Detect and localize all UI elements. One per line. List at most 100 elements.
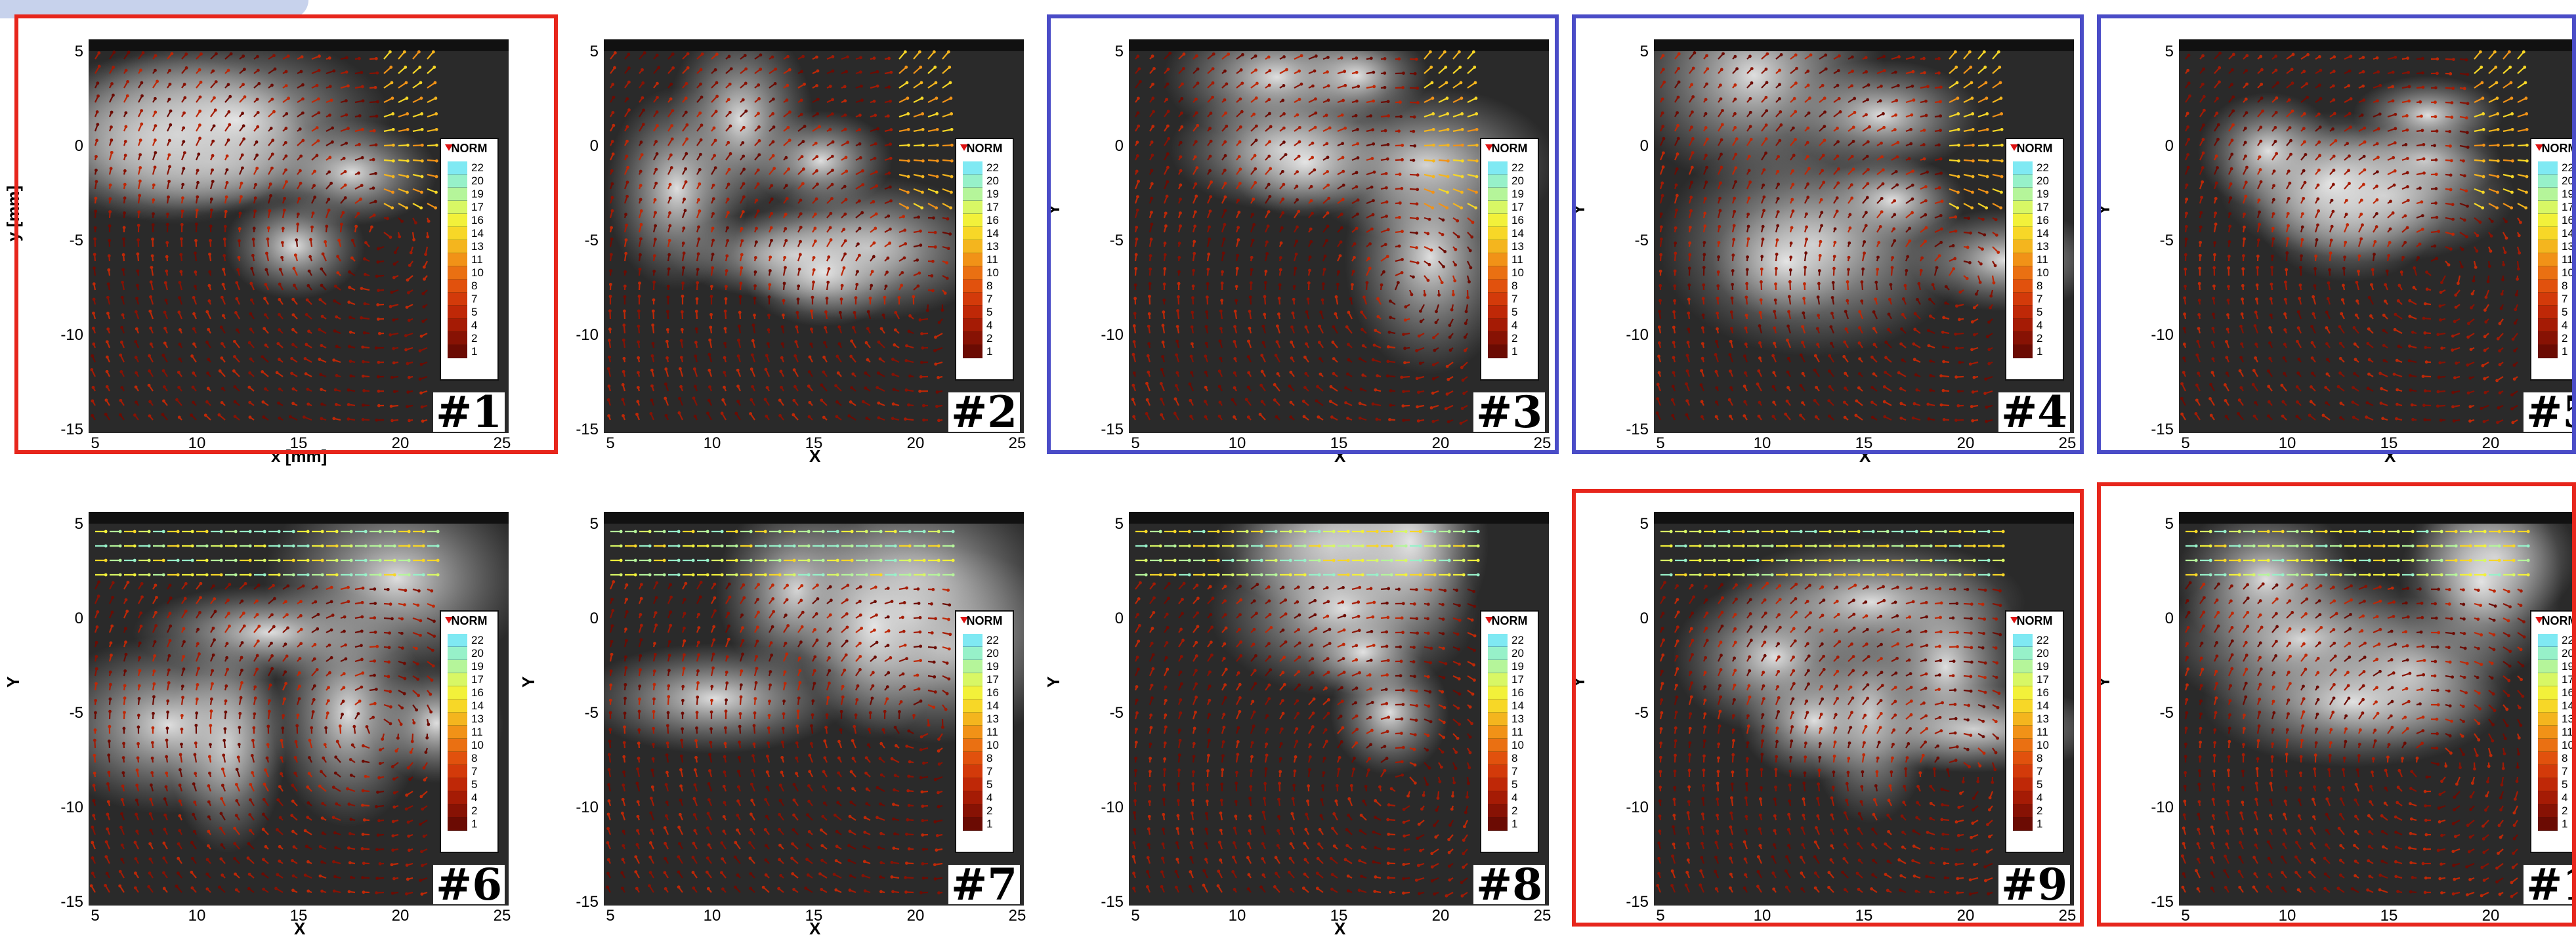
vector-head <box>786 126 790 129</box>
vector-head <box>636 400 639 404</box>
vector-head <box>887 56 891 60</box>
vector-head <box>800 70 803 73</box>
vector-head <box>736 369 740 372</box>
vector-head <box>799 199 802 202</box>
vector-head <box>902 215 905 219</box>
vector-head <box>614 51 617 54</box>
vector-head <box>652 299 656 302</box>
vector-head <box>830 197 834 200</box>
colorbar-cell <box>963 201 982 214</box>
vector-head <box>767 328 771 331</box>
vector-head <box>698 182 701 186</box>
colorbar-cell <box>963 266 982 280</box>
vector-head <box>783 256 786 259</box>
vector-head <box>865 341 868 344</box>
vector-head <box>728 168 731 171</box>
vector-head <box>610 182 614 186</box>
vector-head <box>707 369 711 372</box>
vector-head <box>937 376 940 379</box>
vector-head <box>826 297 829 300</box>
vector-head <box>754 270 757 274</box>
vector-head <box>739 295 742 299</box>
vector-head <box>874 114 877 117</box>
vector-head <box>843 185 847 188</box>
vector-head <box>864 371 867 375</box>
vector-head <box>772 140 775 144</box>
vector-head <box>907 175 910 178</box>
vector-head <box>906 112 910 115</box>
vector-head <box>946 277 949 280</box>
vector-head <box>856 242 860 245</box>
vector-head <box>823 341 826 344</box>
vector-head <box>936 390 939 394</box>
vector-head <box>694 341 698 344</box>
vector-head <box>681 310 684 314</box>
vector-head <box>824 326 827 329</box>
vector-head <box>637 386 640 389</box>
vector-head <box>668 224 671 227</box>
colorbar-level: 11 <box>986 253 998 266</box>
vector-head <box>921 191 924 194</box>
vector-head <box>757 125 761 129</box>
colorbar-level: 4 <box>986 319 992 332</box>
vector-head <box>886 257 889 260</box>
vector-head <box>697 253 700 256</box>
vector-head <box>772 167 776 170</box>
colorbar-level: 14 <box>986 227 999 240</box>
smoke-blob <box>742 218 905 327</box>
vector-head <box>666 328 669 331</box>
vector-head <box>755 199 758 202</box>
vector-head <box>654 224 657 228</box>
vector-head <box>875 213 878 216</box>
vector-head <box>679 385 683 388</box>
vector-head <box>774 68 777 71</box>
vector-head <box>671 52 675 56</box>
vector-head <box>727 182 730 186</box>
vector-head <box>713 154 716 157</box>
vector-head <box>739 282 742 285</box>
vector-head <box>751 353 754 356</box>
vector-head <box>768 283 771 286</box>
vector-head <box>846 55 849 58</box>
vector-head <box>697 225 700 228</box>
vector-head <box>723 386 726 389</box>
vector-head <box>935 112 939 115</box>
vector-head <box>686 52 690 56</box>
vector-head <box>680 339 683 343</box>
vector-head <box>934 363 937 366</box>
vector-head <box>656 96 659 99</box>
vector-head <box>657 66 660 70</box>
vector-head <box>759 68 762 71</box>
y-tick-label: 5 <box>559 43 599 61</box>
colorbar <box>963 161 982 358</box>
vector-head <box>858 128 861 131</box>
vector-head <box>920 206 923 209</box>
vector-head <box>829 128 832 131</box>
vector-head <box>950 96 953 100</box>
vector-head <box>814 142 818 145</box>
vector-head <box>654 198 657 201</box>
vector-head <box>730 67 733 70</box>
vector-head <box>934 231 937 234</box>
vector-head <box>694 415 697 418</box>
vector-head <box>766 386 769 389</box>
vector-head <box>843 114 847 117</box>
vector-head <box>625 155 628 158</box>
vector-head <box>917 216 920 219</box>
vector-head <box>666 310 669 313</box>
vector-head <box>652 310 655 313</box>
vector-head <box>650 385 654 388</box>
vector-head <box>723 371 726 374</box>
vector-head <box>751 323 755 327</box>
vector-head <box>859 70 862 73</box>
vector-head <box>861 183 864 186</box>
vector-head <box>715 110 718 113</box>
vector-head <box>828 267 831 270</box>
vector-head <box>700 123 704 127</box>
vector-head <box>724 310 727 313</box>
vector-head <box>873 241 876 245</box>
vector-head <box>889 142 892 146</box>
vector-head <box>640 209 643 213</box>
vector-head <box>812 281 815 284</box>
vector-head <box>820 398 823 402</box>
